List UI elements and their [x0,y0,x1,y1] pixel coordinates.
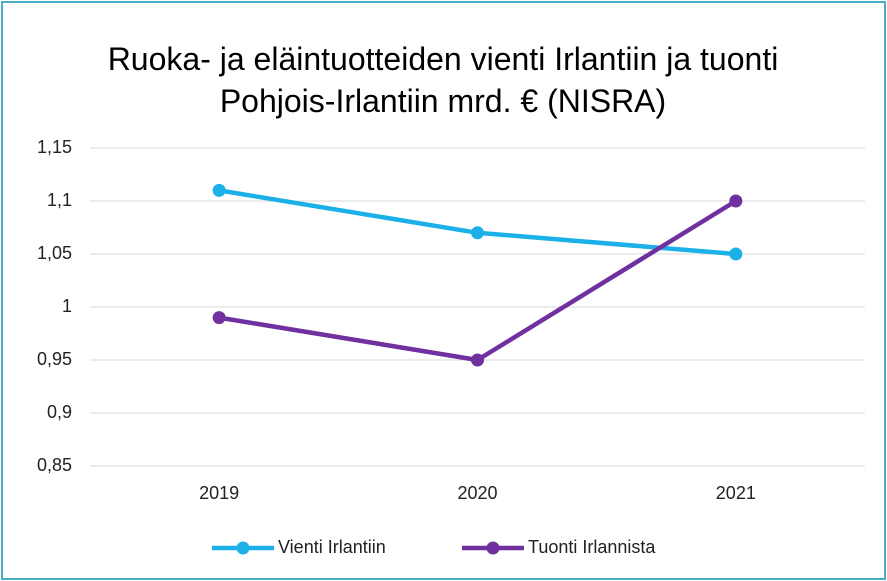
y-tick-label: 0,95 [37,349,72,369]
point [212,183,226,197]
x-tick-label: 2021 [716,483,756,503]
point [212,311,226,325]
point [471,353,484,367]
x-tick-label: 2019 [199,483,239,503]
legend-marker [236,541,250,555]
y-tick-label: 0,85 [37,455,72,475]
series-line [218,199,738,363]
point [471,226,484,240]
y-tick-label: 1,1 [47,190,72,210]
point [729,194,743,208]
series-line [218,188,737,257]
y-tick-label: 1,15 [37,137,72,157]
x-tick-label: 2020 [457,483,497,503]
y-tick-label: 1 [62,296,72,316]
y-tick-label: 1,05 [37,243,72,263]
legend-marker [486,541,500,555]
legend-label: Vienti Irlantiin [278,537,386,557]
chart-title: Ruoka- ja eläintuotteiden vienti Irlanti… [107,41,779,119]
y-tick-label: 0,9 [47,402,72,422]
legend-label: Tuonti Irlannista [528,537,656,557]
point [729,247,743,261]
